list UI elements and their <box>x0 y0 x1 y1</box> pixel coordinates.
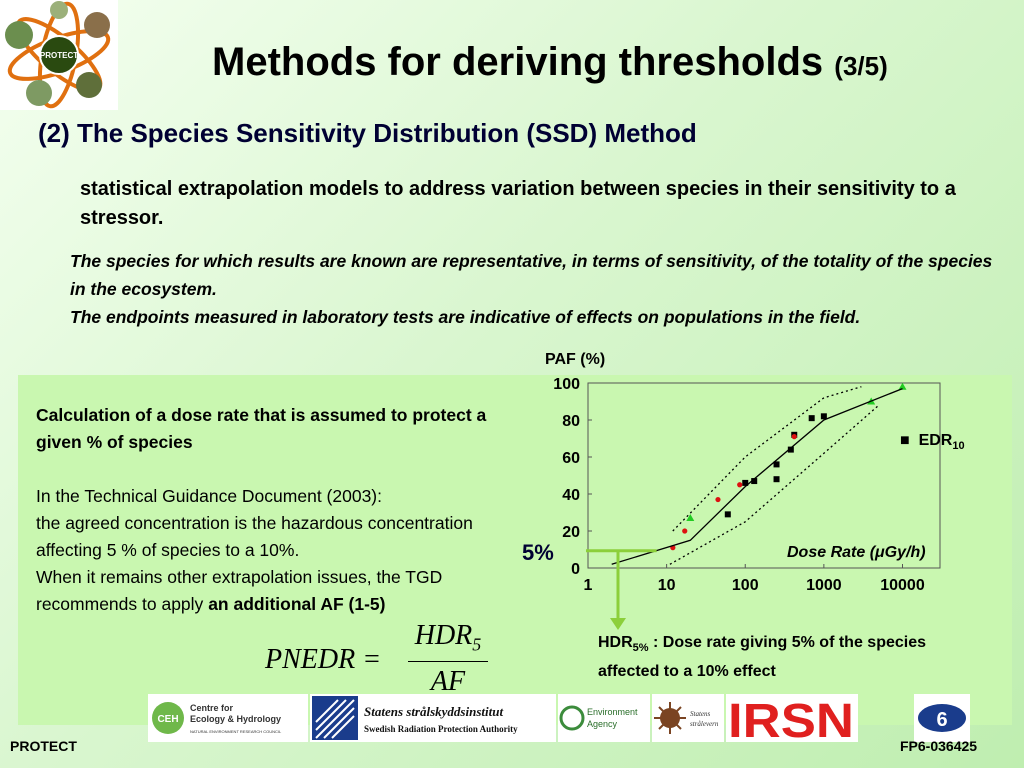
ssi-name-sv: Statens strålskyddsinstitut <box>364 704 503 719</box>
data-point-square <box>808 415 815 422</box>
x-axis-label: Dose Rate (μGy/h) <box>787 544 926 561</box>
partner-logos: CEH Centre for Ecology & Hydrology NATUR… <box>148 694 970 748</box>
ceh-sub: NATURAL ENVIRONMENT RESEARCH COUNCIL <box>190 729 282 734</box>
fp6-logo: 6 <box>914 694 970 742</box>
environment-agency-logo: Environment Agency <box>558 694 650 742</box>
y-tick-label: 20 <box>562 524 580 541</box>
plot-frame <box>587 382 941 569</box>
irsn-logo: IRSN <box>726 694 858 748</box>
legend-label: EDR <box>918 432 953 449</box>
data-point-circle <box>682 528 688 534</box>
agreed-concentration: the agreed concentration is the hazardou… <box>36 513 473 560</box>
formula-numerator-sub: 5 <box>472 634 482 655</box>
method-description: statistical extrapolation models to addr… <box>80 178 956 229</box>
y-tick-label: 0 <box>571 561 580 578</box>
stralevern-logo: Statens strålevern <box>652 694 724 742</box>
ceh-name-2: Ecology & Hydrology <box>190 714 281 724</box>
ea-name-2: Agency <box>587 719 618 729</box>
data-point-square <box>773 476 780 483</box>
sv-name-1: Statens <box>690 710 710 718</box>
data-point-square <box>724 511 731 518</box>
y-tick-label: 80 <box>562 413 580 430</box>
hdr-definition: HDR5% : Dose rate giving 5% of the speci… <box>598 631 968 683</box>
formula-fraction: HDR5 AF <box>408 620 488 698</box>
slide-subtitle: (2) The Species Sensitivity Distribution… <box>38 118 697 148</box>
footer-left: PROTECT <box>10 738 77 754</box>
fraction-bar <box>408 660 488 662</box>
data-point-square <box>820 413 827 420</box>
ssi-logo: Statens strålskyddsinstitut Swedish Radi… <box>310 694 556 742</box>
ssi-name-en: Swedish Radiation Protection Authority <box>364 724 518 734</box>
tgd-line: In the Technical Guidance Document (2003… <box>36 486 382 506</box>
ssd-chart: 100 80 60 40 20 01 10 100 1000 10000 <box>553 376 941 630</box>
protect-logo: PROTECT <box>0 0 118 110</box>
footer-right: FP6-036425 <box>900 738 978 754</box>
assumptions: The species for which results are known … <box>70 247 1010 331</box>
left-panel-text: Calculation of a dose rate that is assum… <box>36 402 531 618</box>
title-main: Methods for deriving thresholds <box>212 40 824 84</box>
title-suffix: (3/5) <box>834 51 888 81</box>
fp6-mark: 6 <box>936 709 947 731</box>
y-axis-label: PAF (%) <box>545 351 606 368</box>
data-point-circle <box>737 482 743 488</box>
x-tick-label: 10 <box>658 577 676 594</box>
hdr-label: HDR <box>598 634 633 651</box>
tgd-recommendation: When it remains other extrapolation issu… <box>36 567 443 614</box>
data-point-circle <box>791 434 797 440</box>
x-tick-label: 1000 <box>806 577 842 594</box>
assumption-2: The endpoints measured in laboratory tes… <box>70 307 861 327</box>
left-heading: Calculation of a dose rate that is assum… <box>36 405 487 452</box>
x-tick-label: 10000 <box>880 577 925 594</box>
five-percent-label: 5% <box>522 540 554 565</box>
legend-marker-icon: ■ <box>900 432 910 449</box>
sv-name-2: strålevern <box>690 720 719 728</box>
data-point-square <box>742 479 749 486</box>
data-point-triangle <box>686 514 695 522</box>
hdr-text: : Dose rate giving 5% of the species aff… <box>598 634 926 681</box>
formula-numerator: HDR <box>414 620 473 651</box>
confidence-band <box>669 404 880 565</box>
ssd-fit-curve <box>611 387 903 565</box>
y-tick-label: 40 <box>562 487 580 504</box>
x-tick-label: 100 <box>732 577 759 594</box>
data-point-square <box>751 478 758 485</box>
hdr-sub: 5% <box>632 642 649 655</box>
chart-legend: ■ EDR10 <box>900 432 965 452</box>
ceh-name-1: Centre for <box>190 703 234 713</box>
x-tick-label: 1 <box>584 577 593 594</box>
formula-denominator: AF <box>430 665 466 697</box>
data-point-circle <box>715 496 721 503</box>
ceh-logo-mark: CEH <box>157 714 178 725</box>
y-tick-label: 100 <box>553 376 580 393</box>
protect-logo-text: PROTECT <box>40 51 78 60</box>
legend-sub: 10 <box>952 440 965 453</box>
data-point-square <box>773 461 780 468</box>
confidence-band <box>672 386 862 532</box>
y-tick-label: 60 <box>562 450 580 467</box>
ea-name-1: Environment <box>587 707 638 717</box>
formula-lhs: PNEDR = <box>265 644 382 675</box>
irsn-wordmark: IRSN <box>728 695 854 742</box>
additional-af: an additional AF (1-5) <box>208 594 386 614</box>
hdr-arrow-head <box>610 618 626 630</box>
ceh-logo: CEH Centre for Ecology & Hydrology NATUR… <box>148 694 308 742</box>
data-point-triangle <box>898 382 907 390</box>
data-point-square <box>787 446 794 453</box>
assumption-1: The species for which results are known … <box>70 251 993 299</box>
slide-title: Methods for deriving thresholds (3/5) <box>212 40 888 85</box>
